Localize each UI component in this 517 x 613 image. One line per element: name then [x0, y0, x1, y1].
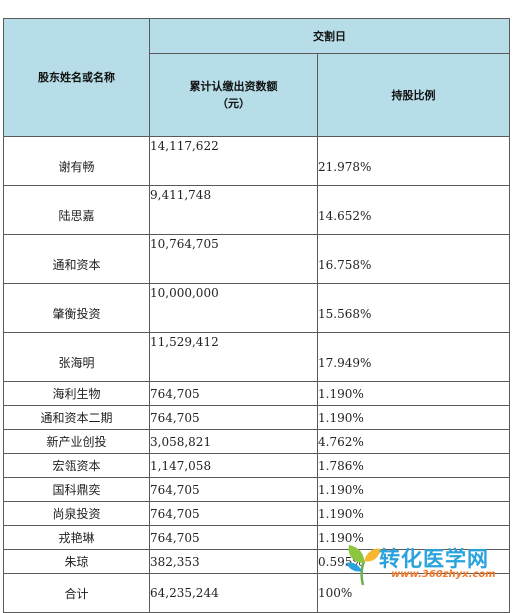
share-ratio: 1.190% [317, 477, 510, 502]
shareholder-name: 通和资本 [3, 234, 150, 284]
table-row: 国科鼎奕 764,705 1.190% [3, 477, 510, 502]
subscribed-amount: 1,147,058 [149, 453, 318, 478]
subscribed-amount: 764,705 [149, 501, 318, 526]
shareholder-name: 陆思嘉 [3, 185, 150, 235]
subscribed-amount: 10,000,000 [149, 283, 318, 333]
shareholder-name: 新产业创投 [3, 429, 150, 454]
watermark-brand: 转化医学网 [379, 547, 489, 571]
col-header-subscribed-amount: 累计认缴出资数额 （元） [149, 53, 318, 137]
col-header-shareholder-name: 股东姓名或名称 [3, 18, 150, 137]
leaf-logo-icon [346, 545, 381, 586]
subscribed-amount-label: 累计认缴出资数额 （元） [189, 80, 278, 110]
col-header-share-ratio: 持股比例 [317, 53, 510, 137]
share-ratio: 1.190% [317, 501, 510, 526]
table-row: 通和资本 10,764,705 16.758% [3, 234, 510, 284]
share-ratio: 15.568% [317, 283, 510, 333]
share-ratio: 16.758% [317, 234, 510, 284]
shareholder-name: 宏瓴资本 [3, 453, 150, 478]
subscribed-amount: 3,058,821 [149, 429, 318, 454]
total-label: 合计 [3, 573, 150, 613]
subscribed-amount: 764,705 [149, 477, 318, 502]
table-row: 陆思嘉 9,411,748 14.652% [3, 185, 510, 235]
header-row-top: 股东姓名或名称 交割日 [3, 18, 510, 137]
shareholder-name: 通和资本二期 [3, 405, 150, 430]
share-ratio: 17.949% [317, 332, 510, 382]
shareholder-name: 谢有畅 [3, 136, 150, 186]
shareholder-name: 国科鼎奕 [3, 477, 150, 502]
subscribed-amount: 11,529,412 [149, 332, 318, 382]
shareholder-name: 张海明 [3, 332, 150, 382]
col-header-closing-date: 交割日 [149, 18, 510, 54]
table-row: 宏瓴资本 1,147,058 1.786% [3, 453, 510, 478]
watermark-logo: 转化医学网 www.360zhyx.com [343, 540, 513, 588]
subscribed-amount: 764,705 [149, 405, 318, 430]
total-amount: 64,235,244 [149, 573, 318, 613]
table-row: 张海明 11,529,412 17.949% [3, 332, 510, 382]
shareholder-name: 戎艳琳 [3, 525, 150, 550]
watermark-url: www.360zhyx.com [391, 569, 496, 580]
table-row: 尚泉投资 764,705 1.190% [3, 501, 510, 526]
subscribed-amount: 382,353 [149, 549, 318, 574]
shareholder-table-container: 股东姓名或名称 交割日 累计认缴出资数额 （元） 持股比例 谢有畅 14,117… [3, 18, 510, 613]
shareholder-name: 肇衡投资 [3, 283, 150, 333]
shareholder-name: 尚泉投资 [3, 501, 150, 526]
share-ratio: 21.978% [317, 136, 510, 186]
header-row-sub: 累计认缴出资数额 （元） 持股比例 [4, 53, 510, 137]
shareholder-name: 朱琼 [3, 549, 150, 574]
shareholder-table: 股东姓名或名称 交割日 累计认缴出资数额 （元） 持股比例 谢有畅 14,117… [3, 18, 510, 613]
subscribed-amount: 764,705 [149, 381, 318, 406]
share-ratio: 1.190% [317, 381, 510, 406]
table-row: 通和资本二期 764,705 1.190% [3, 405, 510, 430]
subscribed-amount: 764,705 [149, 525, 318, 550]
share-ratio: 1.786% [317, 453, 510, 478]
share-ratio: 4.762% [317, 429, 510, 454]
table-row: 肇衡投资 10,000,000 15.568% [3, 283, 510, 333]
table-row: 海利生物 764,705 1.190% [3, 381, 510, 406]
share-ratio: 14.652% [317, 185, 510, 235]
subscribed-amount: 14,117,622 [149, 136, 318, 186]
subscribed-amount: 10,764,705 [149, 234, 318, 284]
shareholder-name: 海利生物 [3, 381, 150, 406]
share-ratio: 1.190% [317, 405, 510, 430]
table-row: 新产业创投 3,058,821 4.762% [3, 429, 510, 454]
subscribed-amount: 9,411,748 [149, 185, 318, 235]
table-row: 戎艳琳 764,705 1.190% [3, 525, 510, 550]
table-row: 谢有畅 14,117,622 21.978% [3, 136, 510, 186]
